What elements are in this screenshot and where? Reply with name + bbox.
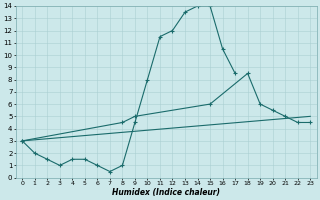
X-axis label: Humidex (Indice chaleur): Humidex (Indice chaleur)	[112, 188, 220, 197]
